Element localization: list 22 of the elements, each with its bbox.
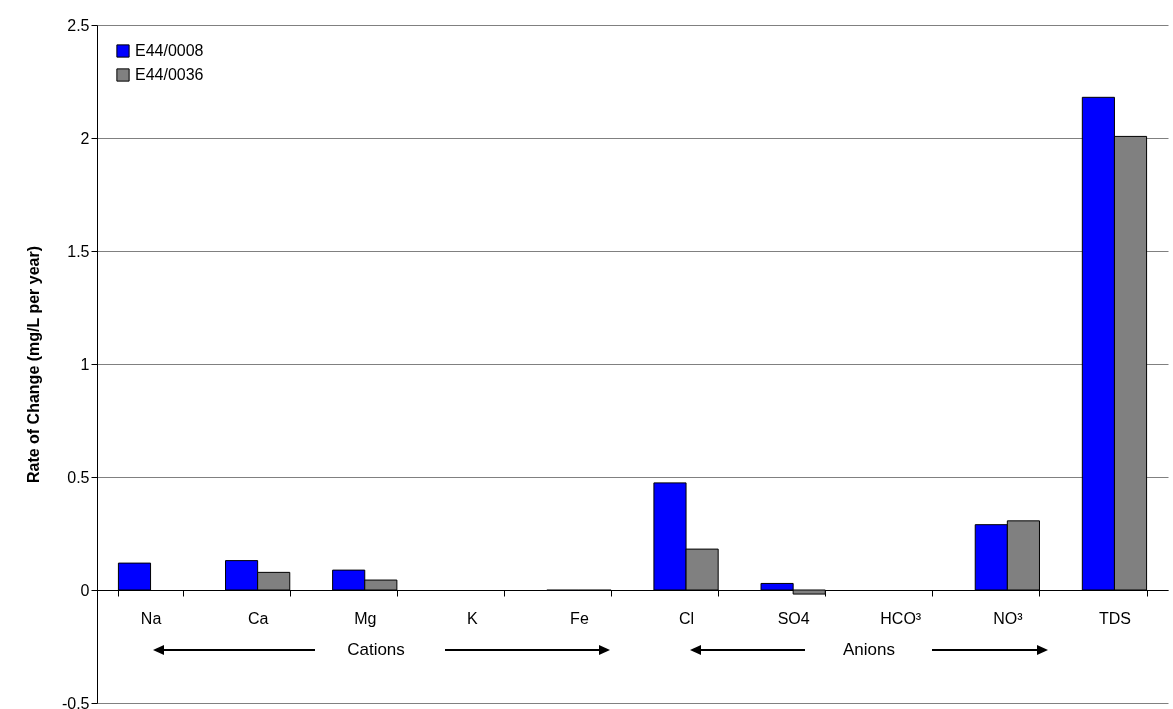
legend-label: E44/0008 [135,42,204,59]
x-tick-label: Cl [679,609,695,627]
x-tick-label: HCO³ [880,609,922,627]
y-tick-label: -0.5 [61,694,90,709]
x-tick-label: Fe [570,609,589,627]
y-tick-label: 2.5 [67,16,90,34]
x-tick-label: SO4 [777,609,810,627]
x-tick-label: TDS [1098,609,1131,627]
y-tick-label: 0 [80,581,90,599]
y-tick-label: 2 [80,129,90,147]
annotation: Cations [347,640,405,660]
x-tick-label: Ca [247,609,269,627]
y-tick-label: 0.5 [67,468,90,486]
legend-label: E44/0036 [135,66,204,83]
annotation: Anions [843,640,895,660]
x-tick-label: K [467,609,479,627]
x-tick-label: Mg [354,609,377,627]
y-tick-label: 1.5 [67,242,90,260]
x-tick-label: Na [140,609,162,627]
x-tick-label: NO³ [993,609,1024,627]
y-tick-label: 1 [80,355,90,373]
y-axis-title: Rate of Change (mg/L per year) [24,245,42,484]
